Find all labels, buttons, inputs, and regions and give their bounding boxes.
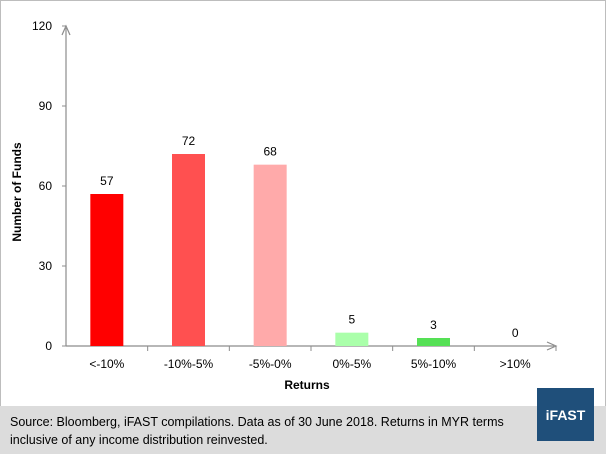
data-label: 72: [182, 134, 196, 148]
data-label: 5: [348, 313, 355, 327]
bar: [90, 194, 124, 346]
bar: [172, 154, 205, 346]
data-label: 3: [430, 318, 437, 332]
x-tick-label: -5%-0%: [249, 357, 292, 371]
logo-text: iFAST: [545, 406, 586, 423]
x-tick-label: -10%-5%: [164, 357, 214, 371]
y-tick-label: 0: [45, 339, 52, 353]
x-axis-title: Returns: [284, 378, 330, 392]
bar: [417, 338, 450, 346]
bar-chart: 030609012057<-10%72-10%-5%68-5%-0%50%-5%…: [10, 19, 558, 392]
footer-bar: [0, 406, 606, 454]
bar: [253, 164, 287, 346]
y-tick-label: 30: [39, 259, 53, 273]
y-tick-label: 90: [39, 99, 53, 113]
x-tick-label: >10%: [500, 357, 531, 371]
y-tick-label: 120: [32, 19, 52, 33]
x-tick-label: <-10%: [89, 357, 124, 371]
bar: [335, 332, 369, 346]
y-tick-label: 60: [39, 179, 53, 193]
data-label: 0: [512, 326, 519, 340]
x-tick-label: 0%-5%: [332, 357, 371, 371]
ifast-logo: iFAST: [537, 388, 594, 441]
y-axis-title: Number of Funds: [10, 142, 24, 242]
data-label: 68: [263, 145, 277, 159]
source-note: Source: Bloomberg, iFAST compilations. D…: [10, 415, 504, 447]
x-tick-label: 5%-10%: [411, 357, 457, 371]
data-label: 57: [100, 174, 114, 188]
